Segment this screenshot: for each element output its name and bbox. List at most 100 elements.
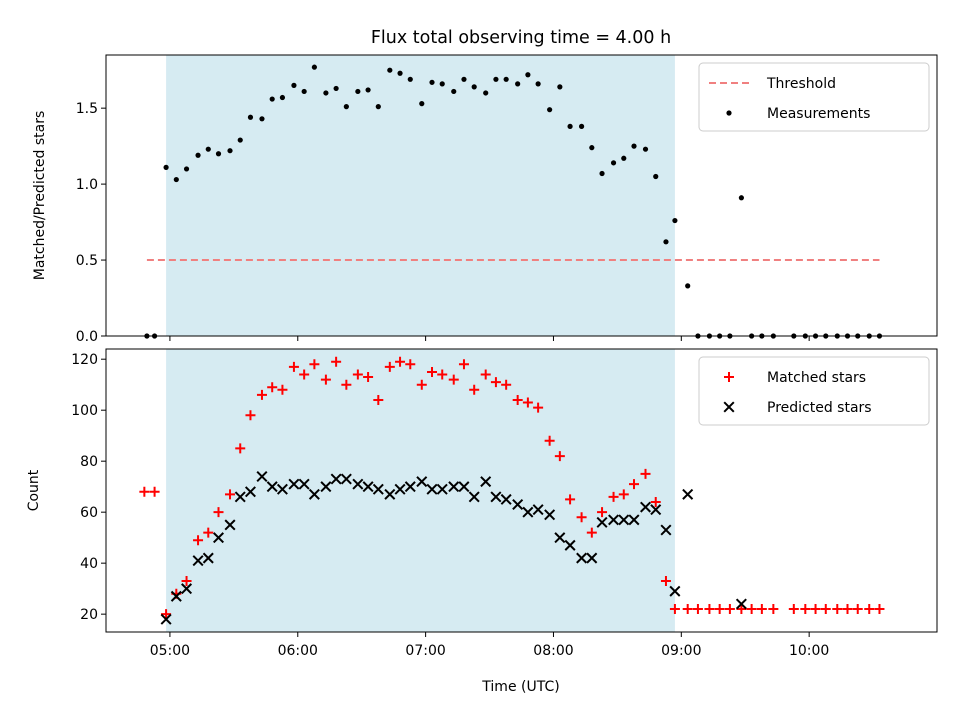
data-point (333, 85, 339, 92)
data-point (170, 590, 182, 602)
data-point (331, 356, 342, 367)
data-point (225, 489, 236, 500)
top-panel-ratio: 0.0 0.5 1.0 1.5 Matched/Predicted stars Thres… (32, 54, 938, 345)
data-point (500, 493, 512, 505)
data-point (724, 604, 735, 615)
data-point (373, 394, 384, 405)
data-point (362, 481, 374, 493)
data-point (640, 468, 651, 479)
data-point (267, 382, 278, 393)
y-tick-label: 1.0 (76, 177, 98, 193)
data-point (439, 81, 445, 87)
data-point (480, 476, 492, 488)
x-tick-label: 09:00 (661, 643, 701, 659)
data-point (685, 283, 691, 289)
y-tick-label: 40 (80, 556, 98, 572)
data-point (245, 410, 256, 421)
legend-swatch (726, 110, 732, 116)
data-point (288, 478, 300, 490)
data-point (738, 195, 744, 201)
data-point (864, 604, 875, 615)
data-point (266, 481, 278, 493)
data-point (212, 532, 225, 544)
series-predicted-stars (160, 470, 747, 625)
data-point (544, 509, 556, 521)
data-point (458, 481, 470, 493)
data-point (525, 72, 531, 78)
legend-label: Matched stars (767, 370, 866, 386)
data-point (533, 402, 544, 413)
data-point (372, 483, 384, 495)
data-point (173, 176, 179, 183)
data-point (416, 476, 428, 488)
legend-swatch (723, 401, 735, 413)
data-point (276, 483, 288, 495)
data-point (660, 576, 671, 587)
y-tick-label: 100 (71, 403, 98, 419)
data-point (532, 504, 544, 516)
data-point (227, 148, 233, 154)
data-point (215, 151, 222, 157)
data-point (320, 374, 331, 385)
y-tick-label: 80 (80, 454, 98, 470)
observing-window-span (166, 55, 675, 336)
data-point (461, 76, 467, 82)
data-point (308, 488, 320, 500)
data-point (629, 479, 640, 490)
data-point (554, 451, 565, 462)
y-axis-label: Matched/Predicted stars (32, 111, 48, 281)
data-point (567, 123, 573, 129)
data-point (352, 369, 363, 380)
x-tick-label: 07:00 (405, 643, 445, 659)
data-point (621, 155, 627, 161)
data-point (628, 514, 640, 526)
data-point (642, 146, 649, 152)
data-point (426, 483, 438, 495)
data-point (244, 486, 256, 498)
data-point (363, 372, 374, 383)
x-tick-label: 10:00 (789, 643, 829, 659)
data-point (565, 494, 576, 505)
data-point (547, 107, 553, 113)
legend-label: Measurements (767, 106, 870, 122)
chart-title: Flux total observing time = 4.00 h (371, 28, 671, 48)
data-point (522, 506, 534, 518)
data-point (663, 239, 669, 245)
data-point (669, 604, 680, 615)
data-point (576, 552, 588, 564)
data-point (195, 152, 201, 158)
data-point (640, 501, 652, 513)
data-point (618, 489, 629, 500)
data-point (608, 491, 619, 502)
legend-swatch (724, 372, 734, 382)
data-point (437, 369, 448, 380)
data-point (395, 356, 406, 367)
data-point (650, 504, 662, 516)
x-axis-label: Time (UTC) (481, 679, 559, 695)
data-point (512, 394, 523, 405)
data-point (682, 488, 694, 500)
data-point (483, 90, 489, 96)
data-point (419, 101, 425, 107)
data-point (544, 435, 555, 446)
y-tick-label: 1.5 (76, 101, 98, 117)
data-point (800, 604, 811, 615)
data-point (503, 76, 509, 82)
data-point (301, 88, 307, 95)
data-point (874, 604, 885, 615)
data-point (631, 143, 637, 149)
data-point (736, 604, 747, 615)
legend: Threshold Measurements (698, 62, 930, 132)
data-point (161, 609, 172, 620)
data-point (341, 379, 352, 390)
legend-box (698, 356, 930, 426)
data-point (468, 491, 480, 503)
data-point (365, 87, 371, 93)
data-point (205, 146, 211, 152)
data-point (576, 512, 587, 523)
data-point (416, 379, 427, 390)
data-point (578, 123, 585, 129)
data-point (554, 532, 566, 544)
data-point (618, 514, 630, 526)
bottom-panel-counts: 20 40 60 80 100 120 05:00 06:00 07:00 08:00 09:00 1… (26, 348, 938, 659)
